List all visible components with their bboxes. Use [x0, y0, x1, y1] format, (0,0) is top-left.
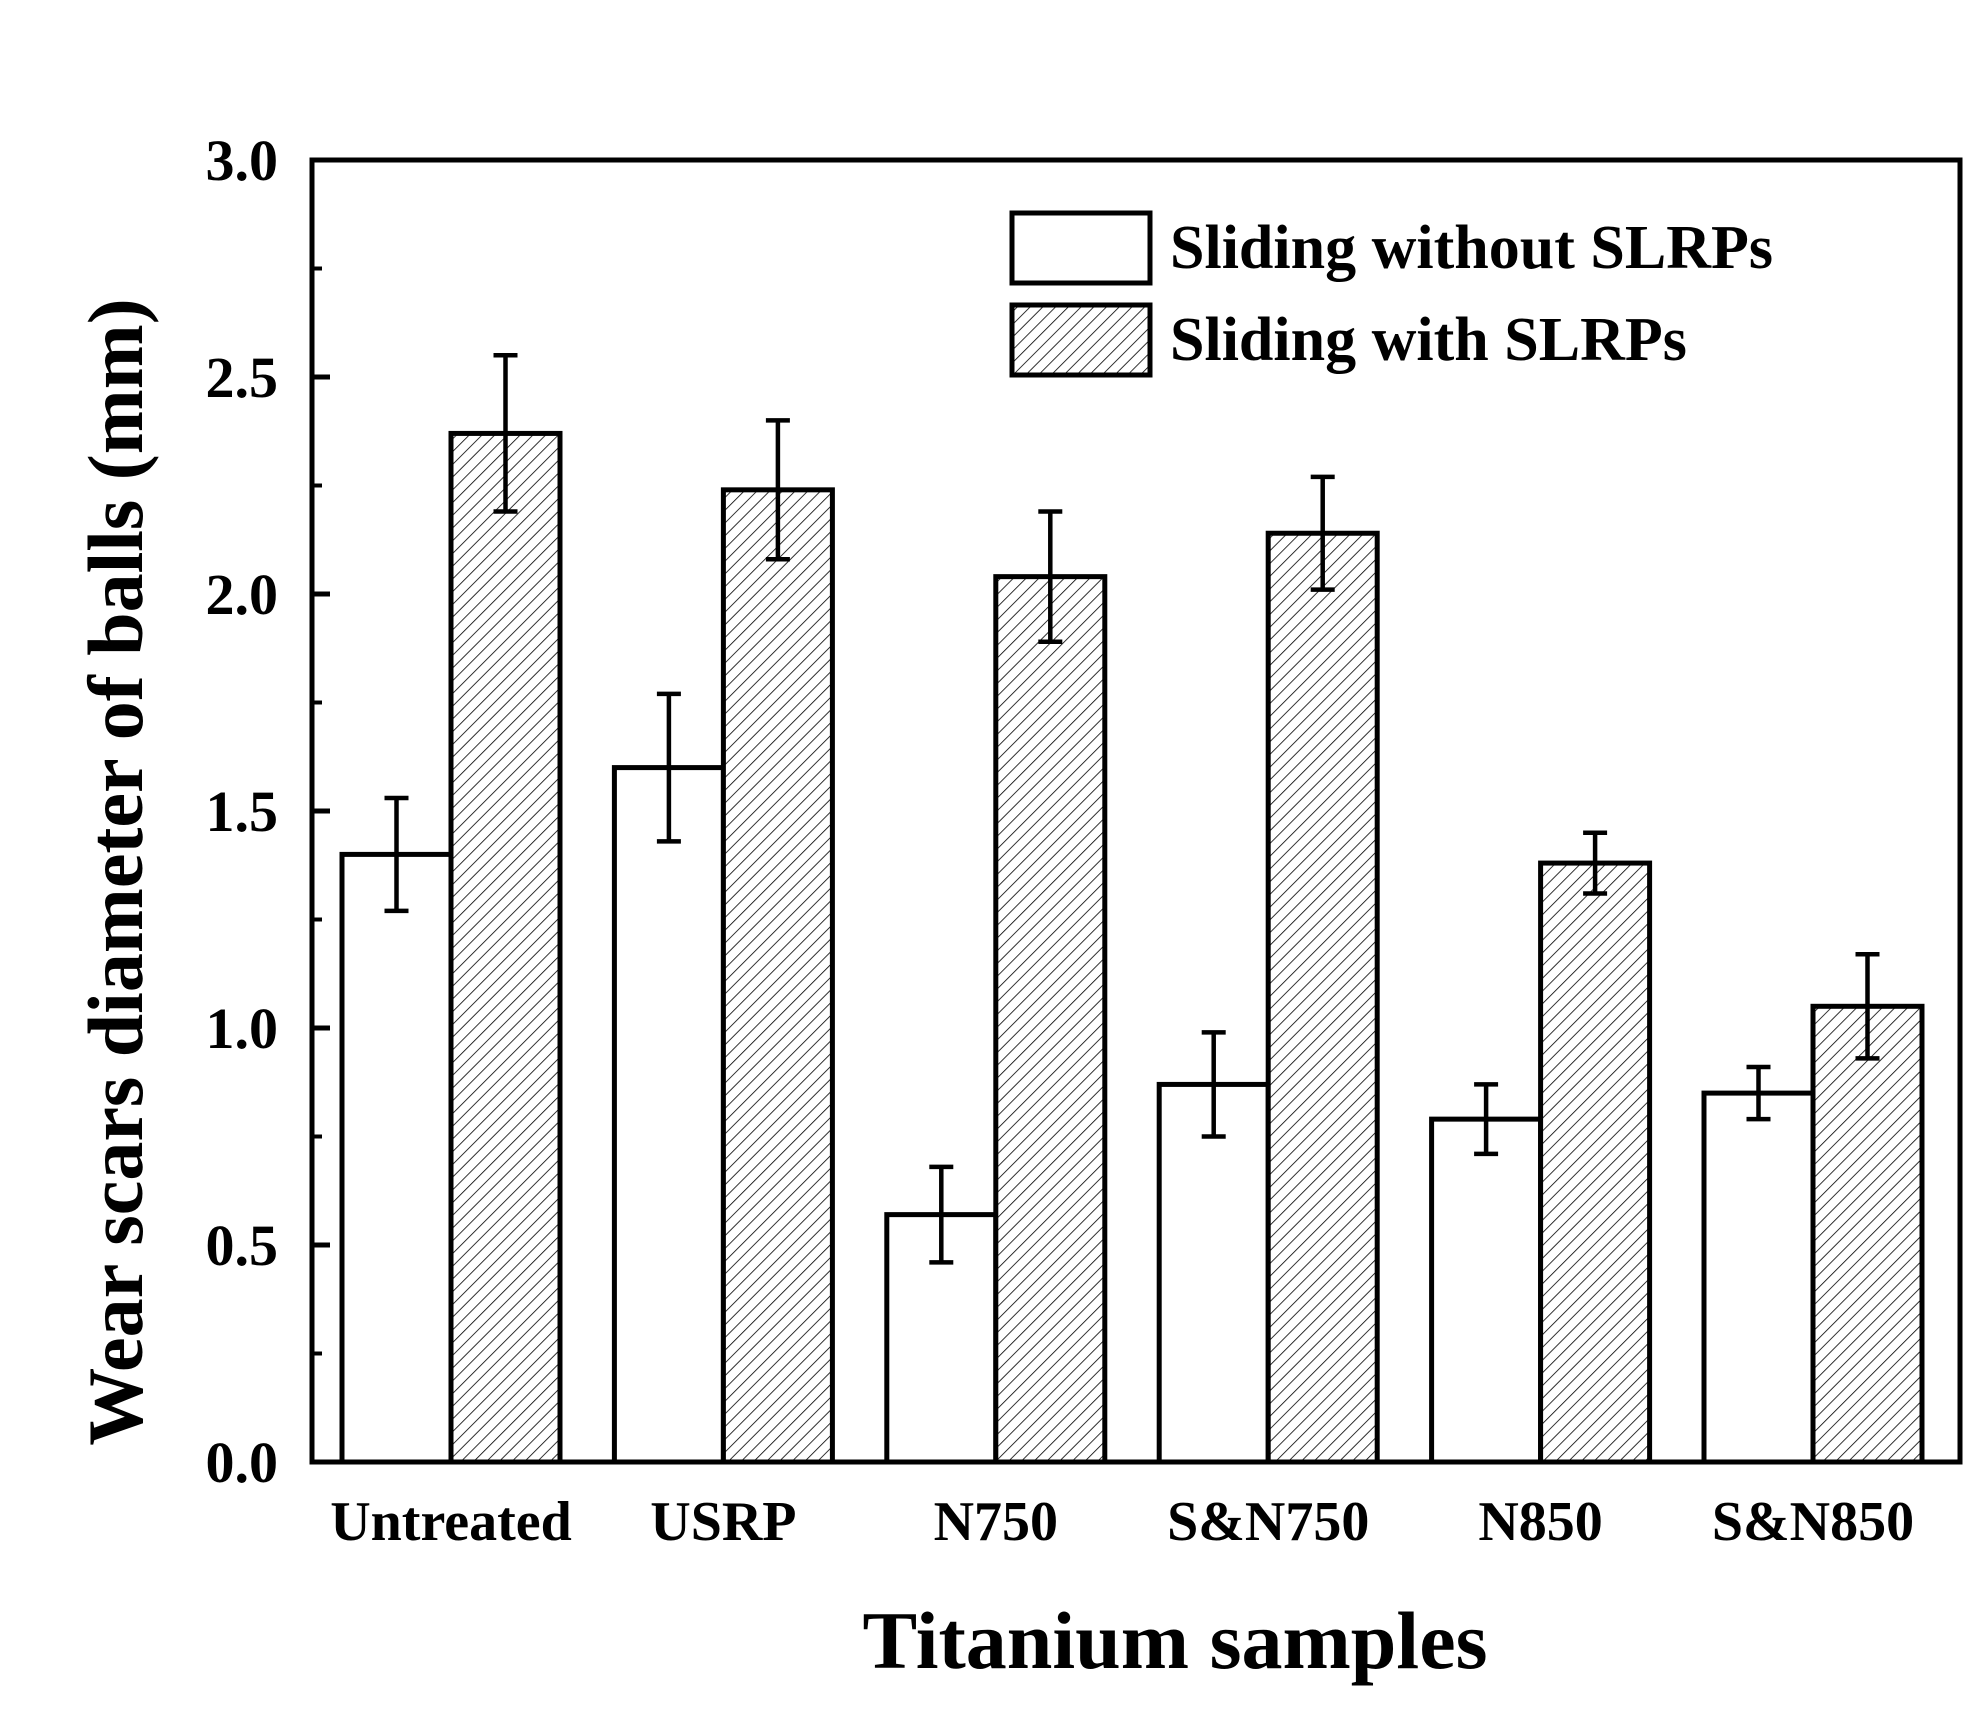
x-tick-label: USRP	[650, 1491, 796, 1553]
bar-with-slrps-2	[720, 487, 835, 1465]
legend-label: Sliding without SLRPs	[1170, 214, 1773, 282]
y-tick-label: 2.5	[206, 345, 279, 410]
error-bar-without-slrps-4	[1201, 1030, 1226, 1139]
error-bar-without-slrps-1	[384, 795, 409, 914]
legend: Sliding without SLRPs Sliding with SLRPs	[1009, 210, 1773, 378]
x-axis-label: Titanium samples	[862, 1595, 1487, 1686]
error-bar-with-slrps-1	[493, 353, 518, 514]
bar-without-slrps-5	[1429, 1116, 1544, 1465]
bars-layer	[339, 430, 1925, 1465]
y-tick-label: 3.0	[206, 128, 279, 193]
error-bar-with-slrps-3	[1038, 509, 1063, 644]
error-bars-layer	[384, 353, 1880, 1265]
error-bar-with-slrps-4	[1310, 474, 1335, 592]
error-bar-without-slrps-5	[1474, 1082, 1499, 1157]
legend-entry-1: Sliding without SLRPs	[1009, 210, 1773, 286]
bar-with-slrps-6	[1810, 1003, 1925, 1465]
y-axis-label: Wear scars diameter of balls (mm)	[72, 298, 159, 1445]
bar-without-slrps-1	[339, 851, 454, 1465]
error-bar-without-slrps-6	[1746, 1064, 1771, 1122]
error-bar-with-slrps-5	[1583, 830, 1608, 896]
y-ticks-layer: 0.0 0.5 1.0 1.5 2.0 2.5 3.0	[206, 128, 330, 1495]
legend-swatch	[1009, 210, 1153, 286]
x-tick-labels-layer: Untreated USRP N750 S&N750 N850 S&N850	[330, 1491, 1914, 1553]
x-tick-label: S&N750	[1167, 1491, 1369, 1553]
error-bar-without-slrps-2	[656, 691, 681, 844]
error-bar-with-slrps-2	[765, 418, 790, 562]
legend-label: Sliding with SLRPs	[1170, 306, 1687, 374]
bar-with-slrps-5	[1538, 860, 1653, 1465]
bar-with-slrps-3	[993, 574, 1108, 1465]
x-tick-label: N750	[934, 1491, 1058, 1553]
bar-without-slrps-6	[1701, 1090, 1816, 1465]
y-tick-label: 2.0	[206, 562, 279, 627]
y-tick-label: 0.0	[206, 1430, 279, 1495]
error-bar-with-slrps-6	[1855, 951, 1880, 1061]
x-tick-label: N850	[1478, 1491, 1602, 1553]
bar-with-slrps-1	[448, 430, 563, 1465]
x-tick-label: S&N850	[1712, 1491, 1914, 1553]
bar-with-slrps-4	[1265, 530, 1380, 1465]
error-bar-without-slrps-3	[929, 1164, 954, 1265]
bar-without-slrps-2	[611, 765, 726, 1465]
y-tick-label: 0.5	[206, 1213, 279, 1278]
legend-swatch	[1009, 302, 1153, 378]
x-tick-label: Untreated	[330, 1491, 572, 1553]
legend-entry-2: Sliding with SLRPs	[1009, 302, 1687, 378]
y-tick-label: 1.0	[206, 996, 279, 1061]
bar-without-slrps-4	[1156, 1081, 1271, 1465]
y-tick-label: 1.5	[206, 779, 279, 844]
